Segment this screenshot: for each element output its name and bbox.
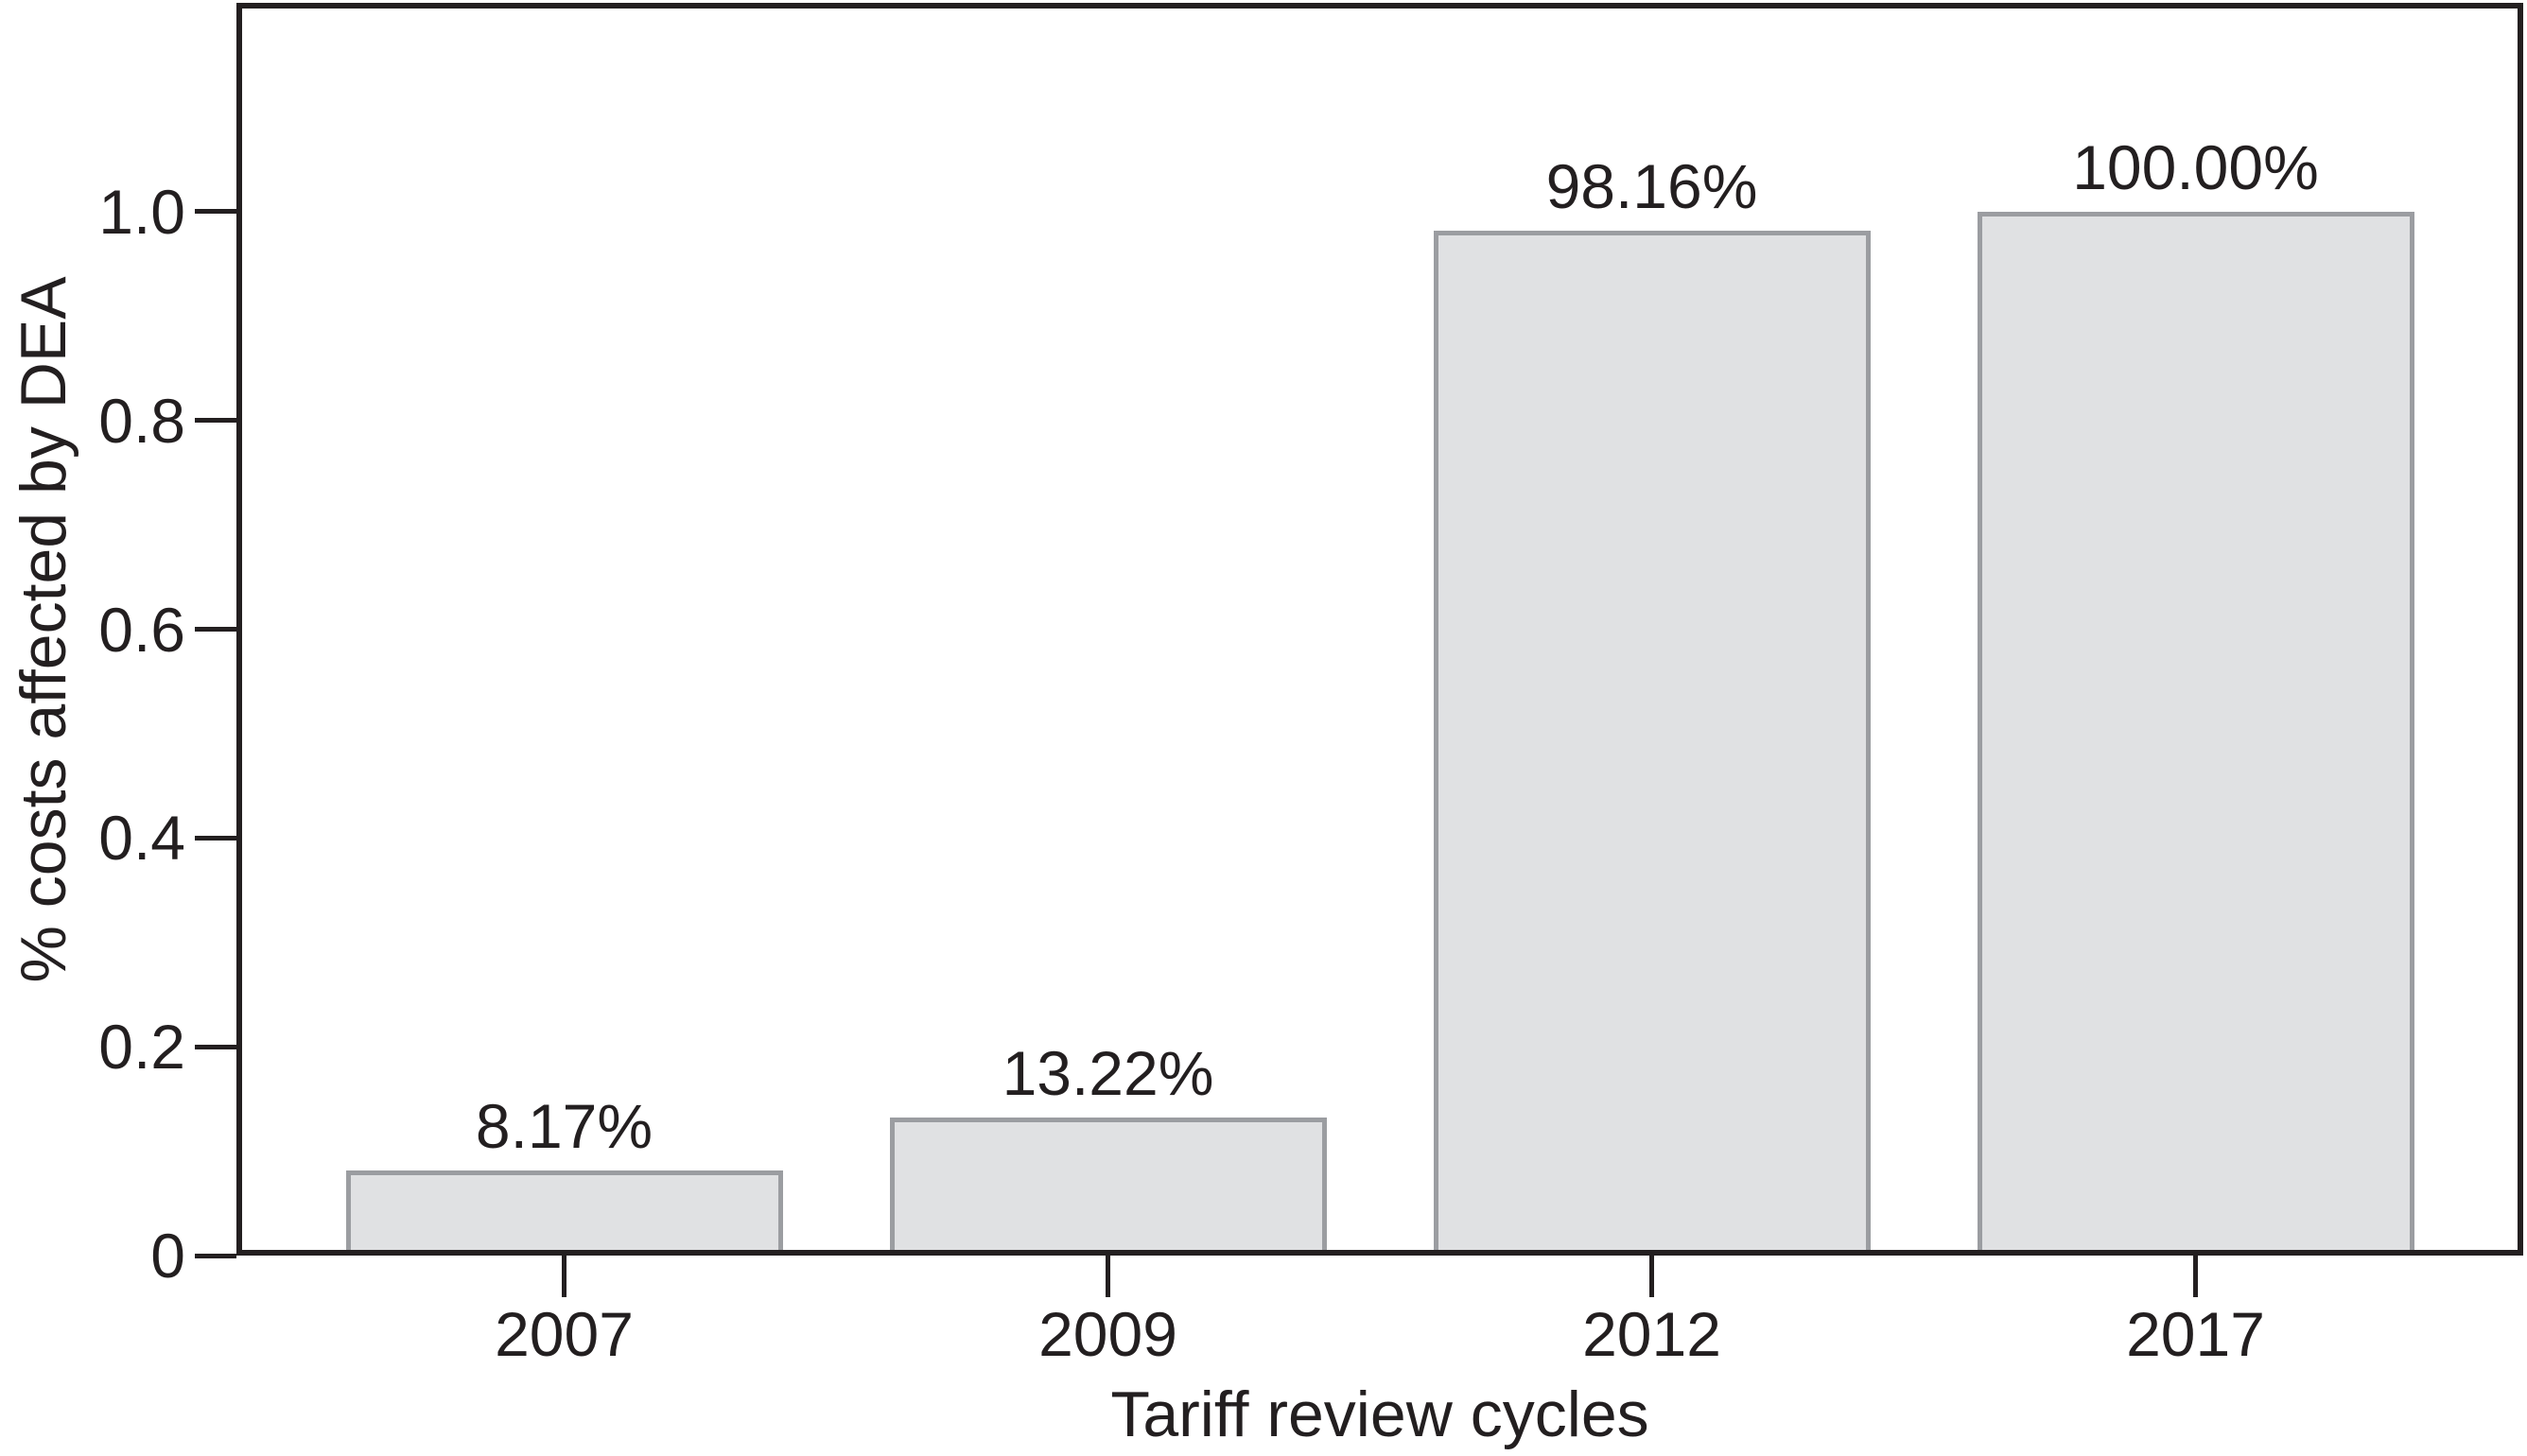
bar-2012 bbox=[1433, 231, 1871, 1256]
bar-2007 bbox=[345, 1170, 783, 1256]
x-axis-tick bbox=[562, 1256, 566, 1297]
x-axis-tick-label: 2007 bbox=[495, 1299, 634, 1369]
y-axis-tick-label: 1.0 bbox=[98, 176, 185, 247]
y-axis-tick-label: 0.6 bbox=[98, 594, 185, 665]
y-axis-tick-label: 0.8 bbox=[98, 385, 185, 456]
x-axis-tick bbox=[1106, 1256, 1110, 1297]
bar-2017 bbox=[1977, 211, 2414, 1256]
x-axis-tick bbox=[2193, 1256, 2198, 1297]
y-axis-tick-label: 0 bbox=[150, 1221, 185, 1291]
bar-value-label-2009: 13.22% bbox=[1002, 1038, 1214, 1109]
y-axis-tick-label: 0.4 bbox=[98, 803, 185, 874]
bar-2009 bbox=[889, 1118, 1327, 1256]
y-axis-tick bbox=[195, 627, 236, 632]
bar-value-label-2007: 8.17% bbox=[475, 1090, 654, 1161]
y-axis-tick bbox=[195, 209, 236, 215]
x-axis-tick-label: 2009 bbox=[1038, 1299, 1177, 1369]
y-axis-tick bbox=[195, 418, 236, 424]
y-axis-title: % costs affected by DEA bbox=[8, 275, 79, 983]
x-axis-title: Tariff review cycles bbox=[1110, 1378, 1649, 1450]
y-axis-tick bbox=[195, 1253, 236, 1258]
x-axis-tick bbox=[1649, 1256, 1654, 1297]
y-axis-tick bbox=[195, 1044, 236, 1049]
bar-value-label-2017: 100.00% bbox=[2072, 131, 2319, 202]
x-axis-tick-label: 2017 bbox=[2126, 1299, 2265, 1369]
bar-value-label-2012: 98.16% bbox=[1545, 151, 1758, 222]
y-axis-tick bbox=[195, 835, 236, 841]
y-axis-tick-label: 0.2 bbox=[98, 1012, 185, 1083]
x-axis-tick-label: 2012 bbox=[1582, 1299, 1721, 1369]
